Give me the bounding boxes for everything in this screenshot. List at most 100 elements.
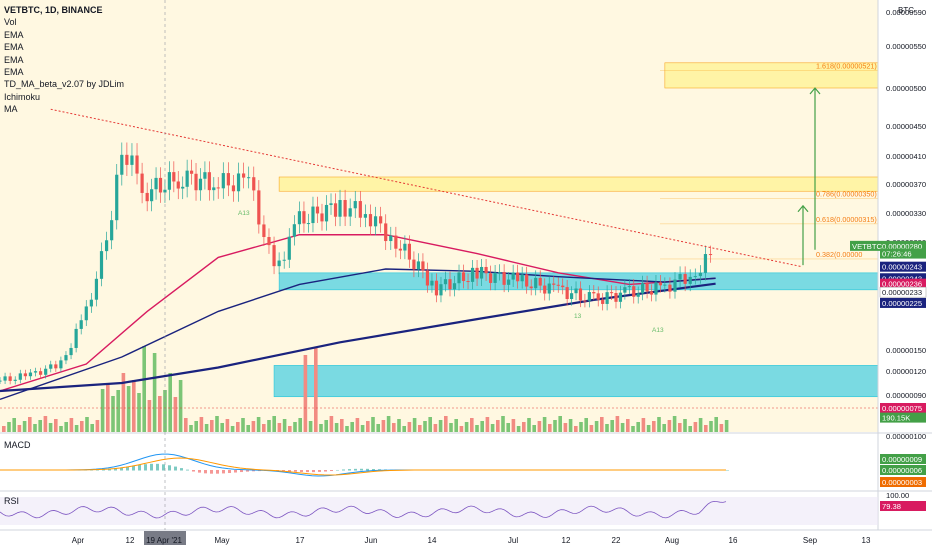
candle-body [0, 380, 2, 382]
volume-bar [397, 419, 401, 432]
indicator-ema-1[interactable]: EMA [4, 29, 24, 40]
symbol-tag-label: VETBTC [852, 242, 882, 251]
volume-bar [704, 425, 708, 432]
volume-bar [7, 422, 11, 432]
candle-body [645, 283, 649, 292]
volume-bar [522, 422, 526, 432]
candle-body [181, 186, 185, 189]
indicator-td-ma[interactable]: TD_MA_beta_v2.07 by JDLim [4, 79, 125, 90]
volume-bar [438, 420, 443, 432]
price-tag-value: 0.00000243 [882, 263, 922, 272]
fib-label: 1.618(0.00000521) [816, 61, 877, 70]
volume-bar [698, 418, 703, 432]
candle-body [525, 274, 529, 287]
candle-body [226, 173, 230, 186]
macd-histogram-bar [306, 470, 309, 473]
candle-body [198, 178, 203, 191]
macd-histogram-bar [330, 470, 333, 472]
volume-bar [293, 422, 297, 432]
candle-body [145, 192, 149, 202]
candle-body [140, 173, 144, 193]
indicator-ichimoku[interactable]: Ichimoku [4, 91, 41, 102]
macd-signal-line [0, 457, 726, 476]
symbol-tag [850, 240, 880, 251]
indicator-ema-2[interactable]: EMA [4, 42, 24, 53]
candle-body [242, 173, 246, 178]
candle-body [333, 203, 338, 217]
candle-body [479, 266, 484, 279]
volume-bar [454, 419, 458, 432]
volume-bar [662, 424, 666, 432]
time-tick-label: 19 Apr '21 [146, 536, 182, 545]
candle-body [443, 279, 448, 285]
macd-histogram-bar [150, 463, 153, 471]
candle-body [596, 293, 600, 300]
macd-tick-label: 0.00000100 [886, 432, 926, 441]
candle-body [353, 201, 357, 209]
candle-body [262, 224, 266, 238]
volume-bar [548, 424, 552, 432]
macd-pane-label[interactable]: MACD [4, 440, 31, 450]
candle-body [104, 240, 109, 252]
candle-body [561, 285, 565, 288]
indicator-ema-3[interactable]: EMA [4, 54, 24, 65]
candle-body [74, 328, 78, 348]
indicator-vol[interactable]: Vol [4, 17, 17, 28]
volume-bar [709, 421, 713, 432]
candle-body [363, 214, 368, 218]
macd-histogram-bar [246, 470, 249, 472]
target-arrow-small-head [797, 204, 809, 213]
volume-bar [672, 416, 677, 432]
candle-body [421, 261, 425, 271]
time-tick-label: Aug [665, 536, 679, 545]
volume-bar [610, 420, 614, 432]
volume-bar [464, 422, 469, 432]
candle-body [673, 279, 677, 292]
macd-histogram-bar [186, 469, 189, 471]
candle-body [130, 155, 134, 165]
candle-body [99, 251, 104, 279]
macd-histogram-bar [312, 470, 315, 473]
volume-bar [386, 416, 391, 432]
volume-bar [516, 426, 521, 432]
candle-body [297, 211, 302, 225]
candle-body [649, 291, 654, 295]
macd-histogram-bar [222, 470, 225, 474]
volume-bar [64, 422, 68, 432]
indicator-ema-4[interactable]: EMA [4, 67, 24, 78]
volume-bar [423, 421, 427, 432]
macd-histogram-bar [252, 470, 255, 472]
candle-body [306, 223, 311, 225]
volume-bar [59, 426, 63, 432]
volume-bar [652, 421, 656, 432]
rsi-pane-label[interactable]: RSI [4, 496, 20, 506]
candle-body [23, 373, 27, 377]
price-tick-label: 0.00000410 [886, 152, 926, 161]
candle-body [543, 285, 547, 294]
volume-bar [184, 418, 188, 432]
candle-body [282, 259, 286, 261]
candle-body [150, 189, 154, 202]
volume-bar [288, 426, 292, 432]
volume-bar [126, 386, 131, 432]
volume-bar [22, 421, 27, 432]
volume-bar [631, 426, 635, 432]
volume-bar [527, 418, 531, 432]
candle-body [89, 299, 93, 307]
volume-bar [116, 390, 120, 432]
candle-body [614, 293, 618, 302]
candle-body [520, 274, 524, 282]
macd-histogram-bar [282, 470, 285, 472]
volume-bar [2, 426, 6, 432]
candle-body [54, 364, 58, 369]
symbol-title[interactable]: VETBTC, 1D, BINANCE [4, 5, 103, 15]
candle-body [257, 190, 261, 225]
volume-bar [236, 422, 240, 432]
volume-bar [319, 424, 323, 432]
candle-body [583, 300, 587, 302]
volume-bar [220, 423, 224, 432]
indicator-ma[interactable]: MA [4, 104, 18, 115]
td-marker: 13 [574, 313, 582, 320]
volume-bar [485, 417, 490, 432]
volume-bar [511, 419, 516, 432]
